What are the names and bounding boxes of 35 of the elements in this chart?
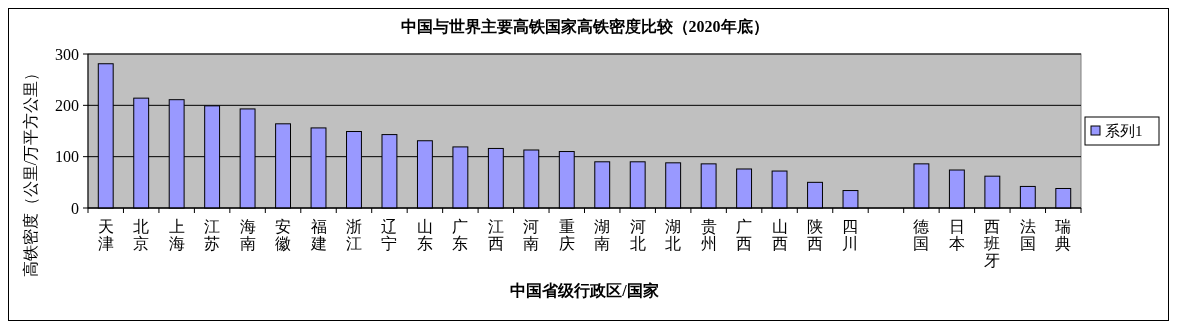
x-tick-label: 四川: [842, 218, 859, 252]
x-tick-label: 广东: [452, 218, 469, 252]
y-axis-title: 高铁密度（公里/万平方公里）: [21, 64, 39, 278]
x-tick-label: 海南: [239, 218, 256, 252]
x-tick-label: 江苏: [204, 218, 221, 252]
x-tick-label: 天津: [97, 218, 114, 252]
x-tick-label: 西班牙: [984, 218, 1001, 269]
x-tick-label: 上海: [168, 218, 185, 252]
x-tick-label: 江西: [487, 218, 504, 252]
y-tick-label: 200: [55, 96, 79, 114]
x-axis-title: 中国省级行政区/国家: [510, 281, 659, 299]
x-tick-label: 法国: [1019, 218, 1036, 252]
x-tick-label: 贵州: [700, 218, 717, 252]
y-tick-label: 300: [55, 45, 79, 63]
x-tick-label: 重庆: [558, 218, 575, 252]
x-tick-label: 德国: [913, 218, 930, 252]
x-tick-label: 陕西: [807, 218, 824, 252]
x-tick-label: 湖南: [594, 218, 611, 252]
x-tick-label: 北京: [133, 218, 150, 252]
x-tick-label: 日本: [948, 218, 965, 252]
x-tick-label: 瑞典: [1055, 218, 1072, 252]
x-tick-label: 辽宁: [381, 218, 398, 252]
x-tick-label: 河北: [629, 218, 646, 252]
x-tick-label: 安徽: [275, 218, 292, 252]
x-tick-label: 广西: [736, 218, 753, 252]
x-tick-label: 山东: [416, 218, 433, 252]
x-tick-label: 河南: [523, 218, 540, 252]
x-tick-label: 浙江: [345, 218, 362, 252]
x-tick-label: 福建: [309, 218, 327, 252]
x-tick-label: 山西: [771, 218, 788, 252]
y-tick-label: 100: [55, 148, 79, 166]
y-tick-label: 0: [71, 199, 79, 217]
x-tick-label: 湖北: [665, 218, 682, 252]
legend-label: 系列1: [1105, 123, 1143, 140]
chart-title: 中国与世界主要高铁国家高铁密度比较（2020年底）: [400, 17, 769, 36]
